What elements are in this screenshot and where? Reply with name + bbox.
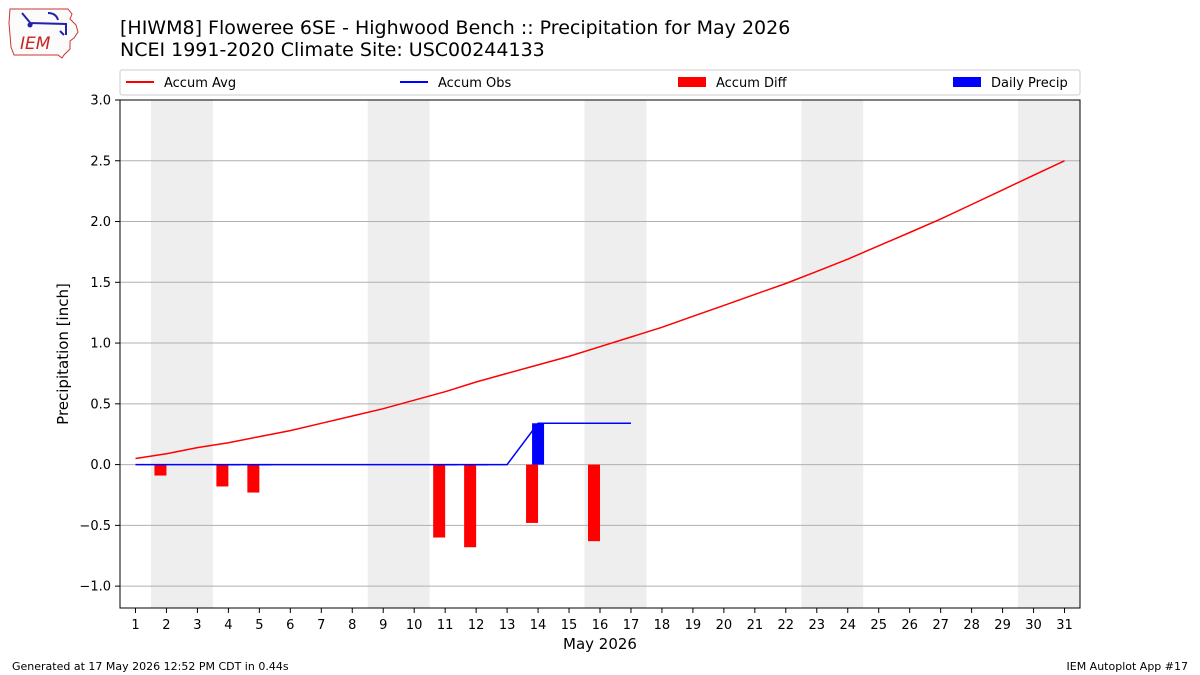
x-tick-label: 26 — [901, 618, 918, 633]
weekend-band — [1018, 100, 1080, 608]
accum-avg-line — [135, 160, 1065, 460]
legend-label: Accum Obs — [438, 76, 511, 91]
legend-swatch — [953, 77, 981, 87]
y-tick-label: 3.0 — [90, 94, 111, 109]
x-tick-label: 29 — [994, 618, 1011, 633]
bars — [154, 423, 600, 548]
series-lines — [135, 160, 1065, 466]
weather-symbols-icon — [21, 12, 67, 36]
x-tick-label: 3 — [193, 618, 201, 633]
x-tick-label: 6 — [286, 618, 294, 633]
x-tick-label: 11 — [437, 618, 454, 633]
legend-label: Daily Precip — [991, 76, 1068, 91]
y-tick-label: 1.5 — [90, 276, 111, 291]
app-label: IEM Autoplot App #17 — [1066, 660, 1189, 673]
accum-obs-line — [135, 422, 631, 466]
x-tick-label: 19 — [685, 618, 702, 633]
y-tick-label: 1.0 — [90, 337, 111, 352]
y-axis-label: Precipitation [inch] — [54, 283, 72, 425]
x-tick-label: 20 — [716, 618, 733, 633]
y-tick-label: 2.0 — [90, 215, 111, 230]
x-tick-label: 10 — [406, 618, 423, 633]
y-tick-label: −0.5 — [79, 519, 111, 534]
legend-swatch — [678, 77, 706, 87]
accum-diff-bar — [216, 464, 229, 487]
weekend-band — [801, 100, 864, 608]
accum-diff-bar — [247, 464, 260, 493]
generated-timestamp: Generated at 17 May 2026 12:52 PM CDT in… — [12, 660, 289, 673]
x-tick-label: 12 — [468, 618, 485, 633]
accum-diff-bar — [464, 464, 477, 548]
legend-label: Accum Avg — [164, 76, 236, 91]
weekend-band — [150, 100, 213, 608]
x-tick-label: 18 — [654, 618, 671, 633]
x-tick-label: 9 — [379, 618, 387, 633]
weekend-shading — [150, 100, 1080, 608]
accum-diff-bar — [433, 464, 446, 538]
y-tick-label: 2.5 — [90, 154, 111, 169]
x-tick-label: 24 — [839, 618, 856, 633]
legend-box — [119, 69, 1081, 96]
chart-title: [HIWM8] Floweree 6SE - Highwood Bench ::… — [120, 17, 791, 39]
x-tick-label: 16 — [592, 618, 609, 633]
x-tick-label: 15 — [561, 618, 578, 633]
x-tick-label: 17 — [623, 618, 640, 633]
chart-subtitle: NCEI 1991-2020 Climate Site: USC00244133 — [120, 39, 545, 61]
weekend-band — [367, 100, 430, 608]
x-tick-label: 1 — [131, 618, 139, 633]
x-tick-label: 28 — [963, 618, 980, 633]
iowa-outline-icon — [8, 8, 79, 59]
x-tick-label: 14 — [530, 618, 547, 633]
x-tick-label: 31 — [1056, 618, 1073, 633]
logo-text: IEM — [20, 34, 51, 54]
accum-diff-bar — [154, 464, 167, 476]
x-tick-label: 2 — [162, 618, 170, 633]
x-tick-label: 7 — [317, 618, 325, 633]
accum-diff-bar — [526, 464, 539, 523]
y-axis: −1.0 −0.5 0.0 0.5 1.0 1.5 2.0 2.5 3.0 — [79, 94, 120, 595]
x-axis-label: May 2026 — [563, 635, 637, 653]
daily-precip-bar — [532, 423, 545, 465]
x-tick-label: 25 — [870, 618, 887, 633]
x-tick-label: 23 — [809, 618, 826, 633]
accum-diff-bar — [588, 464, 600, 542]
legend-label: Accum Diff — [716, 76, 788, 91]
y-tick-label: 0.0 — [90, 458, 111, 473]
x-tick-label: 4 — [224, 618, 232, 633]
x-tick-label: 13 — [499, 618, 516, 633]
logo: IEM — [8, 8, 79, 59]
station-dot-icon — [27, 22, 33, 28]
x-tick-label: 27 — [932, 618, 949, 633]
x-axis: 1 2 3 4 5 6 7 8 9 10 11 12 13 14 15 16 17 18 19 20 21 22 23 24 2… — [131, 608, 1073, 633]
x-tick-label: 21 — [747, 618, 764, 633]
y-tick-label: 0.5 — [90, 397, 111, 412]
x-tick-label: 5 — [255, 618, 263, 633]
x-tick-label: 30 — [1025, 618, 1042, 633]
x-tick-label: 8 — [348, 618, 356, 633]
y-tick-label: −1.0 — [79, 580, 111, 595]
x-tick-label: 22 — [778, 618, 795, 633]
legend: Accum Avg Accum Obs Accum Diff Daily Precip — [119, 69, 1081, 96]
